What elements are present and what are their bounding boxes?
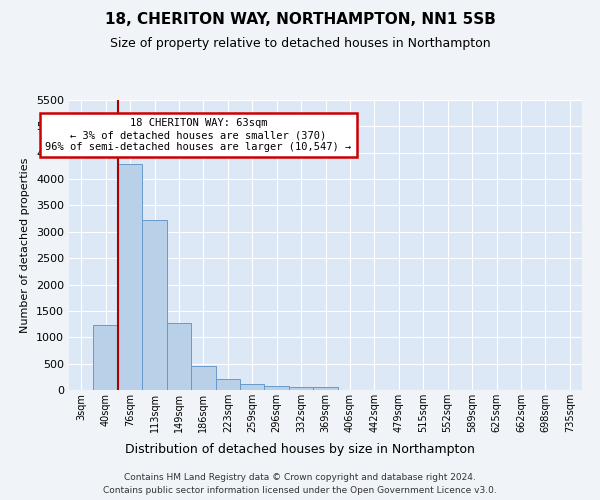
Bar	[191, 366, 215, 390]
Text: Contains HM Land Registry data © Crown copyright and database right 2024.: Contains HM Land Registry data © Crown c…	[124, 472, 476, 482]
Bar	[313, 388, 338, 390]
Bar	[215, 380, 240, 390]
Y-axis label: Number of detached properties: Number of detached properties	[20, 158, 31, 332]
Bar	[265, 386, 289, 390]
Bar	[94, 325, 118, 390]
Text: Size of property relative to detached houses in Northampton: Size of property relative to detached ho…	[110, 38, 490, 51]
Bar	[289, 387, 313, 390]
Text: Distribution of detached houses by size in Northampton: Distribution of detached houses by size …	[125, 442, 475, 456]
Text: 18, CHERITON WAY, NORTHAMPTON, NN1 5SB: 18, CHERITON WAY, NORTHAMPTON, NN1 5SB	[104, 12, 496, 28]
Bar	[118, 164, 142, 390]
Text: 18 CHERITON WAY: 63sqm
← 3% of detached houses are smaller (370)
96% of semi-det: 18 CHERITON WAY: 63sqm ← 3% of detached …	[46, 118, 352, 152]
Bar	[240, 384, 265, 390]
Bar	[167, 322, 191, 390]
Bar	[142, 220, 167, 390]
Text: Contains public sector information licensed under the Open Government Licence v3: Contains public sector information licen…	[103, 486, 497, 495]
